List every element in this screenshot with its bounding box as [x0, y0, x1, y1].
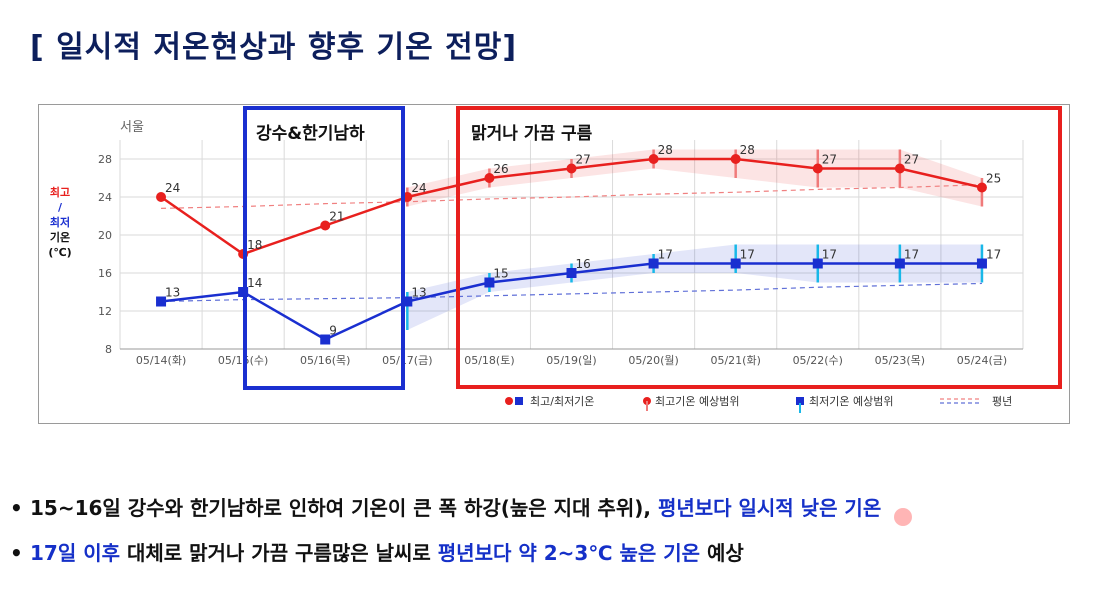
- max-temp-label: 28: [658, 143, 673, 157]
- min-temp-label: 16: [576, 257, 591, 271]
- bullet-2-highlight-a: 17일 이후: [30, 541, 120, 565]
- bullet-2-text-b: 예상: [700, 541, 744, 565]
- location-label: 서울: [120, 120, 144, 135]
- min-temp-label: 9: [329, 324, 337, 338]
- x-tick-label: 05/22(수): [793, 354, 843, 367]
- normal-max-line: [161, 184, 982, 209]
- legend-item: 평년: [992, 395, 1012, 408]
- min-temp-point: [648, 258, 659, 269]
- min-temp-label: 14: [247, 276, 262, 290]
- max-temp-point: [976, 182, 987, 193]
- min-temp-point: [812, 258, 823, 269]
- x-tick-label: 05/17(금): [382, 354, 432, 367]
- max-temp-label: 27: [822, 153, 837, 167]
- y-tick-label: 20: [98, 229, 112, 242]
- max-temp-point: [484, 173, 495, 183]
- pointer-highlight: [894, 508, 912, 526]
- y-tick-label: 24: [98, 191, 112, 204]
- legend-item: 최고기온 예상범위: [655, 395, 739, 408]
- max-temp-point: [812, 163, 823, 174]
- bullet-dot: •: [10, 496, 23, 520]
- x-tick-label: 05/16(목): [300, 354, 350, 367]
- y-tick-label: 16: [98, 267, 112, 280]
- x-tick-label: 05/23(목): [875, 354, 925, 367]
- annotation-box-cold: [243, 106, 405, 390]
- min-temp-point: [730, 258, 741, 269]
- y-axis-label-part: /: [58, 201, 63, 214]
- y-tick-label: 12: [98, 305, 112, 318]
- max-temp-label: 26: [493, 162, 508, 176]
- min-temp-label: 17: [740, 248, 755, 262]
- min-temp-label: 17: [658, 248, 673, 262]
- min-temp-label: 17: [904, 248, 919, 262]
- max-temp-label: 18: [247, 238, 262, 252]
- max-temp-point: [566, 163, 577, 174]
- min-temp-point: [484, 277, 495, 288]
- max-temp-label: 27: [576, 153, 591, 167]
- legend-item: 최고/최저기온: [530, 395, 594, 408]
- min-temp-point: [402, 296, 413, 307]
- legend-max-marker: [505, 397, 513, 405]
- legend-item: 최저기온 예상범위: [809, 395, 893, 408]
- y-axis-label-part: 기온: [50, 230, 70, 244]
- min-temp-point: [320, 334, 331, 345]
- legend-min-marker: [515, 397, 523, 405]
- x-tick-label: 05/21(화): [710, 354, 760, 367]
- min-temp-label: 17: [986, 248, 1001, 262]
- y-axis-label-part: 최저: [50, 215, 70, 229]
- bullet-list: • 15~16일 강수와 한기남하로 인하여 기온이 큰 폭 하강(높은 지대 추…: [10, 494, 1100, 584]
- x-tick-label: 05/19(일): [546, 353, 596, 367]
- max-temp-label: 21: [329, 210, 344, 224]
- normal-min-line: [161, 282, 982, 303]
- min-temp-point: [156, 296, 167, 307]
- max-temp-label: 24: [411, 181, 426, 195]
- y-tick-label: 8: [105, 343, 112, 356]
- x-tick-label: 05/14(화): [136, 354, 186, 367]
- bullet-2-highlight-b: 평년보다 약 2~3℃ 높은 기온: [437, 541, 701, 565]
- max-temp-point: [156, 192, 167, 202]
- max-temp-label: 25: [986, 172, 1001, 186]
- max-temp-point: [648, 154, 659, 164]
- bullet-2-text-a: 대체로 맑거나 가끔 구름많은 날씨로: [120, 541, 438, 565]
- max-temp-label: 27: [904, 153, 919, 167]
- min-temp-point: [566, 268, 577, 278]
- legend-min-range-marker: [796, 397, 804, 405]
- bullet-dot: •: [10, 541, 23, 565]
- max-range-band: [407, 149, 982, 207]
- min-temp-label: 13: [411, 286, 426, 300]
- min-temp-label: 15: [493, 267, 508, 281]
- annotation-box-clear: [456, 106, 1062, 389]
- min-temp-point: [894, 258, 905, 269]
- y-axis-label-part: (℃): [48, 246, 71, 259]
- min-temp-point: [976, 258, 987, 269]
- x-tick-label: 05/20(월): [628, 354, 678, 367]
- bullet-item-1: • 15~16일 강수와 한기남하로 인하여 기온이 큰 폭 하강(높은 지대 추…: [10, 494, 1100, 522]
- y-axis-label-part: 최고: [50, 185, 70, 199]
- bullet-1-text: 15~16일 강수와 한기남하로 인하여 기온이 큰 폭 하강(높은 지대 추위…: [30, 496, 658, 520]
- max-temp-point: [730, 154, 741, 164]
- max-temp-point: [894, 163, 905, 174]
- y-tick-label: 28: [98, 153, 112, 166]
- max-temp-label: 24: [165, 181, 180, 195]
- max-temp-point: [320, 220, 331, 231]
- max-temp-label: 28: [740, 143, 755, 157]
- slide-title: [ 일시적 저온현상과 향후 기온 전망]: [30, 30, 518, 65]
- min-temp-label: 13: [165, 286, 180, 300]
- annotation-label-clear: 맑거나 가끔 구름: [471, 123, 593, 144]
- x-tick-label: 05/18(토): [464, 354, 514, 367]
- bullet-1-highlight: 평년보다 일시적 낮은 기온: [657, 496, 882, 520]
- bullet-item-2: • 17일 이후 대체로 맑거나 가끔 구름많은 날씨로 평년보다 약 2~3℃ …: [10, 539, 1100, 567]
- annotation-label-cold: 강수&한기남하: [256, 124, 365, 144]
- x-tick-label: 05/24(금): [957, 354, 1007, 367]
- min-range-band: [407, 244, 982, 330]
- min-temp-label: 17: [822, 248, 837, 262]
